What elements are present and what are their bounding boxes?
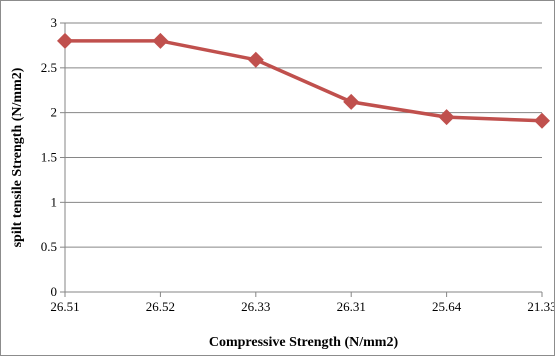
data-point-marker bbox=[57, 32, 73, 49]
data-point-marker bbox=[438, 109, 455, 126]
x-tick-label: 26.33 bbox=[241, 299, 270, 314]
x-tick-label: 26.51 bbox=[50, 299, 79, 314]
data-point-marker bbox=[247, 51, 264, 68]
data-point-marker bbox=[534, 112, 550, 129]
y-tick-label: 0 bbox=[51, 284, 58, 299]
y-tick-label: 2 bbox=[51, 105, 58, 120]
x-axis-title: Compressive Strength (N/mm2) bbox=[209, 335, 399, 350]
series-line bbox=[65, 39, 543, 123]
x-tick-label: 26.52 bbox=[146, 299, 175, 314]
axes bbox=[60, 22, 543, 297]
data-series bbox=[57, 32, 550, 129]
y-tick-labels: 0 0.5 1 1.5 2 2.5 3 bbox=[41, 15, 57, 299]
x-tick-label: 21.33 bbox=[527, 299, 554, 314]
data-point-marker bbox=[343, 93, 360, 110]
x-tick-labels: 26.51 26.52 26.33 26.31 25.64 21.33 bbox=[50, 299, 555, 314]
x-tick-label: 26.31 bbox=[337, 299, 366, 314]
y-tick-label: 1 bbox=[51, 194, 58, 209]
y-tick-label: 1.5 bbox=[41, 150, 57, 165]
y-tick-label: 2.5 bbox=[41, 60, 57, 75]
y-tick-label: 3 bbox=[51, 15, 58, 30]
gridlines bbox=[65, 22, 542, 248]
y-axis-title: spilt tensile Strength (N/mm2) bbox=[10, 67, 25, 247]
x-tick-label: 25.64 bbox=[432, 299, 462, 314]
y-tick-label: 0.5 bbox=[41, 239, 57, 254]
data-point-marker bbox=[152, 32, 169, 49]
line-chart: 00.511.522.53 26.51 26.52 26.33 26.31 25.64 2… bbox=[10, 15, 555, 350]
